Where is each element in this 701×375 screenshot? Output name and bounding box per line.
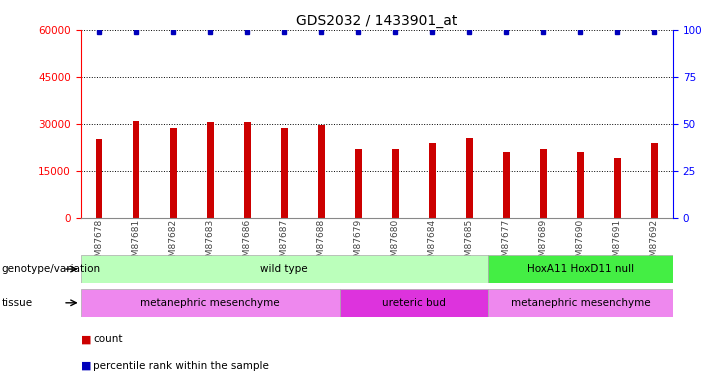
Bar xyxy=(132,121,139,218)
Text: ureteric bud: ureteric bud xyxy=(382,298,446,308)
Bar xyxy=(488,255,673,283)
Text: genotype/variation: genotype/variation xyxy=(1,264,100,274)
Bar xyxy=(318,125,325,218)
Bar xyxy=(281,128,287,217)
Text: metanephric mesenchyme: metanephric mesenchyme xyxy=(510,298,651,308)
Bar xyxy=(207,122,214,218)
Bar xyxy=(614,158,621,218)
Text: count: count xyxy=(93,334,123,344)
Bar xyxy=(170,128,177,217)
Text: percentile rank within the sample: percentile rank within the sample xyxy=(93,361,269,370)
Text: metanephric mesenchyme: metanephric mesenchyme xyxy=(140,298,280,308)
Bar xyxy=(488,289,673,317)
Bar xyxy=(81,289,340,317)
Bar xyxy=(540,149,547,217)
Bar xyxy=(244,122,250,218)
Bar xyxy=(340,289,488,317)
Bar xyxy=(355,149,362,217)
Text: ■: ■ xyxy=(81,361,91,370)
Bar xyxy=(651,142,658,218)
Text: HoxA11 HoxD11 null: HoxA11 HoxD11 null xyxy=(527,264,634,274)
Bar xyxy=(503,152,510,217)
Bar xyxy=(577,152,584,217)
Title: GDS2032 / 1433901_at: GDS2032 / 1433901_at xyxy=(296,13,458,28)
Bar xyxy=(429,142,435,218)
Text: tissue: tissue xyxy=(1,298,32,308)
Bar xyxy=(81,255,488,283)
Bar xyxy=(466,138,472,218)
Text: wild type: wild type xyxy=(260,264,308,274)
Bar xyxy=(392,149,399,217)
Text: ■: ■ xyxy=(81,334,91,344)
Bar xyxy=(96,140,102,218)
